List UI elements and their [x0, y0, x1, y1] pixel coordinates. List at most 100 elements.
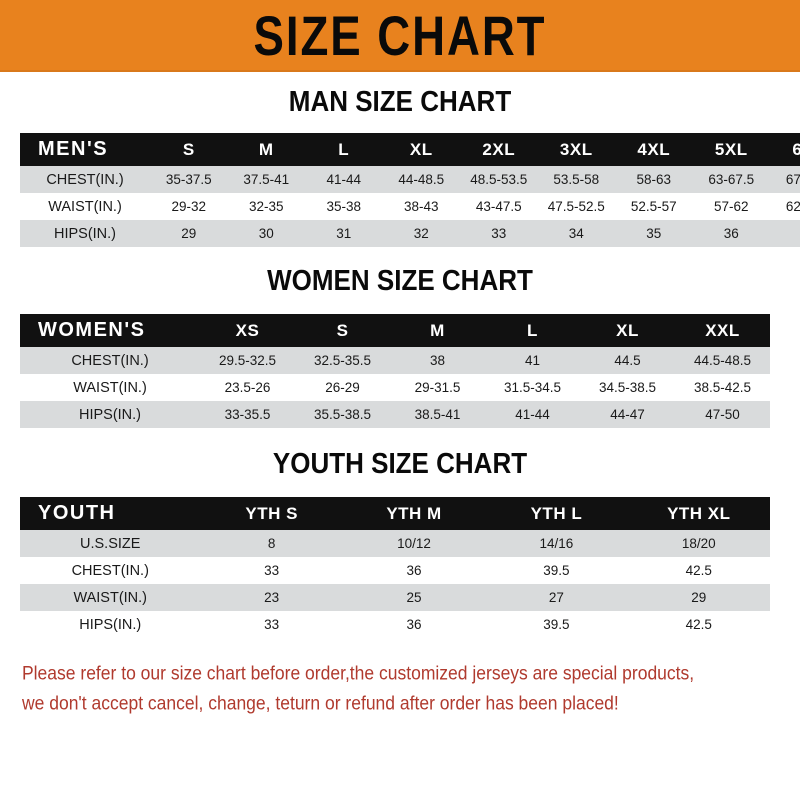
row-label: HIPS(IN.) [20, 401, 200, 428]
column-header: YTH XL [627, 497, 770, 530]
column-header: 6XL [770, 133, 800, 166]
table-row: U.S.SIZE 8 10/12 14/16 18/20 [20, 530, 770, 557]
column-header: M [227, 133, 305, 166]
table-cell: 31 [305, 220, 383, 247]
table-row: CHEST(IN.) 29.5-32.5 32.5-35.5 38 41 44.… [20, 347, 770, 374]
table-corner-label: YOUTH [20, 497, 201, 530]
column-header: M [390, 314, 485, 347]
table-cell: 38.5-42.5 [675, 374, 770, 401]
table-row: WAIST(IN.) 23 25 27 29 [20, 584, 770, 611]
table-row: HIPS(IN.) 33-35.5 35.5-38.5 38.5-41 41-4… [20, 401, 770, 428]
table-cell: 48.5-53.5 [460, 166, 538, 193]
column-header: L [485, 314, 580, 347]
table-cell: 26-29 [295, 374, 390, 401]
table-cell: 14/16 [485, 530, 628, 557]
table-header-row: WOMEN'S XS S M L XL XXL [20, 314, 770, 347]
table-row: HIPS(IN.) 33 36 39.5 42.5 [20, 611, 770, 638]
table-cell: 41-44 [485, 401, 580, 428]
column-header: S [150, 133, 228, 166]
table-cell: 36 [342, 611, 486, 638]
table-cell: 29 [150, 220, 228, 247]
table-cell: 27 [485, 584, 628, 611]
table-cell: 36 [692, 220, 770, 247]
table-cell: 37.5-41 [227, 166, 305, 193]
section-youth-size-chart: YOUTH SIZE CHART YOUTH YTH S YTH M YTH L… [0, 428, 800, 638]
table-cell: 33 [460, 220, 538, 247]
table-row: CHEST(IN.) 35-37.5 37.5-41 41-44 44-48.5… [20, 166, 800, 193]
table-cell: 35.5-38.5 [295, 401, 390, 428]
table-cell: 42.5 [627, 611, 770, 638]
row-label: WAIST(IN.) [20, 374, 200, 401]
table-cell: 33 [200, 611, 343, 638]
table-row: CHEST(IN.) 33 36 39.5 42.5 [20, 557, 770, 584]
page-banner: SIZE CHART [0, 0, 800, 72]
table-cell: 38-43 [382, 193, 460, 220]
table-row: WAIST(IN.) 23.5-26 26-29 29-31.5 31.5-34… [20, 374, 770, 401]
table-cell: 44.5-48.5 [675, 347, 770, 374]
table-cell: 23 [200, 584, 343, 611]
column-header: YTH L [485, 497, 628, 530]
table-cell: 34.5-38.5 [580, 374, 675, 401]
row-label: CHEST(IN.) [20, 347, 200, 374]
table-cell: 37 [770, 220, 800, 247]
table-cell: 29.5-32.5 [200, 347, 295, 374]
table-cell: 47.5-52.5 [537, 193, 615, 220]
column-header: XXL [675, 314, 770, 347]
table-cell: 35-38 [305, 193, 383, 220]
table-cell: 44-47 [580, 401, 675, 428]
table-cell: 53.5-58 [537, 166, 615, 193]
column-header: XS [200, 314, 295, 347]
table-cell: 32 [382, 220, 460, 247]
table-cell: 18/20 [627, 530, 770, 557]
table-cell: 33 [200, 557, 343, 584]
column-header: 5XL [692, 133, 770, 166]
table-cell: 57-62 [692, 193, 770, 220]
man-size-table: MEN'S S M L XL 2XL 3XL 4XL 5XL 6XL CHEST… [20, 133, 800, 247]
table-header-row: YOUTH YTH S YTH M YTH L YTH XL [20, 497, 770, 530]
section-women-size-chart: WOMEN SIZE CHART WOMEN'S XS S M L XL XXL… [0, 247, 800, 428]
row-label: WAIST(IN.) [20, 193, 150, 220]
row-label: U.S.SIZE [20, 530, 201, 557]
disclaimer-line-2: we don't accept cancel, change, teturn o… [22, 691, 619, 715]
column-header: XL [580, 314, 675, 347]
column-header: YTH S [200, 497, 343, 530]
page-title: SIZE CHART [253, 3, 547, 67]
table-cell: 34 [537, 220, 615, 247]
section-title-women: WOMEN SIZE CHART [267, 263, 533, 297]
table-cell: 36 [342, 557, 486, 584]
column-header: XL [382, 133, 460, 166]
table-cell: 10/12 [342, 530, 486, 557]
disclaimer-line-1: Please refer to our size chart before or… [22, 661, 695, 684]
table-cell: 25 [342, 584, 486, 611]
table-cell: 67.5-72 [770, 166, 800, 193]
table-cell: 30 [227, 220, 305, 247]
row-label: CHEST(IN.) [20, 557, 201, 584]
column-header: S [295, 314, 390, 347]
row-label: WAIST(IN.) [20, 584, 201, 611]
table-corner-label: WOMEN'S [20, 314, 200, 347]
youth-size-table: YOUTH YTH S YTH M YTH L YTH XL U.S.SIZE … [20, 497, 770, 638]
table-cell: 44-48.5 [382, 166, 460, 193]
table-cell: 31.5-34.5 [485, 374, 580, 401]
table-cell: 29 [627, 584, 770, 611]
table-row: WAIST(IN.) 29-32 32-35 35-38 38-43 43-47… [20, 193, 800, 220]
table-cell: 62-66.5 [770, 193, 800, 220]
table-header-row: MEN'S S M L XL 2XL 3XL 4XL 5XL 6XL [20, 133, 800, 166]
table-cell: 47-50 [675, 401, 770, 428]
section-title-man: MAN SIZE CHART [288, 84, 512, 118]
section-title-youth: YOUTH SIZE CHART [272, 446, 528, 480]
column-header: L [305, 133, 383, 166]
row-label: HIPS(IN.) [20, 220, 150, 247]
column-header: 3XL [537, 133, 615, 166]
table-cell: 41-44 [305, 166, 383, 193]
footer-disclaimer: Please refer to our size chart before or… [0, 638, 800, 719]
table-cell: 32-35 [227, 193, 305, 220]
row-label: CHEST(IN.) [20, 166, 150, 193]
women-size-table: WOMEN'S XS S M L XL XXL CHEST(IN.) 29.5-… [20, 314, 770, 428]
column-header: YTH M [342, 497, 486, 530]
table-cell: 52.5-57 [615, 193, 693, 220]
table-cell: 41 [485, 347, 580, 374]
table-cell: 43-47.5 [460, 193, 538, 220]
table-cell: 29-32 [150, 193, 228, 220]
table-cell: 29-31.5 [390, 374, 485, 401]
